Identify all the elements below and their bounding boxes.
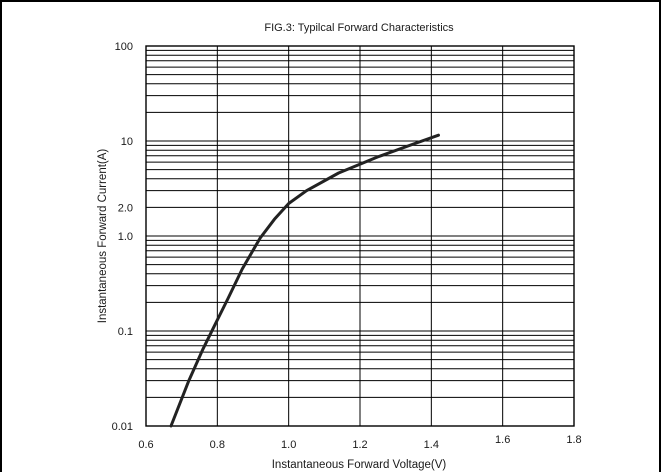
x-tick-label: 1.2	[352, 439, 367, 451]
y-axis-ticks: 0.01 0.1 1.0 2.0 10 100	[112, 41, 133, 433]
y-tick-label: 0.01	[112, 421, 133, 433]
y-tick-label: 100	[115, 41, 133, 53]
x-tick-label: 0.8	[210, 439, 225, 451]
x-tick-label: 1.4	[424, 439, 439, 451]
grid	[145, 45, 575, 427]
y-tick-label: 0.1	[118, 326, 133, 338]
y-axis-label: Instantaneous Forward Current(A)	[97, 149, 109, 324]
chart-title: FIG.3: Typilcal Forward Characteristics	[264, 22, 454, 34]
x-axis-label: Instantaneous Forward Voltage(V)	[272, 459, 447, 471]
x-tick-label: 1.0	[281, 439, 296, 451]
x-tick-label: 1.8	[566, 434, 581, 446]
x-tick-label: 0.6	[138, 439, 153, 451]
x-tick-label: 1.6	[495, 434, 510, 446]
series-line	[169, 133, 440, 428]
plot-area-border	[145, 45, 575, 427]
y-tick-label: 10	[121, 136, 133, 148]
x-axis-ticks: 0.6 0.8 1.0 1.2 1.4 1.6 1.8	[138, 434, 581, 451]
y-tick-label: 2.0	[118, 202, 133, 214]
y-tick-label: 1.0	[118, 231, 133, 243]
